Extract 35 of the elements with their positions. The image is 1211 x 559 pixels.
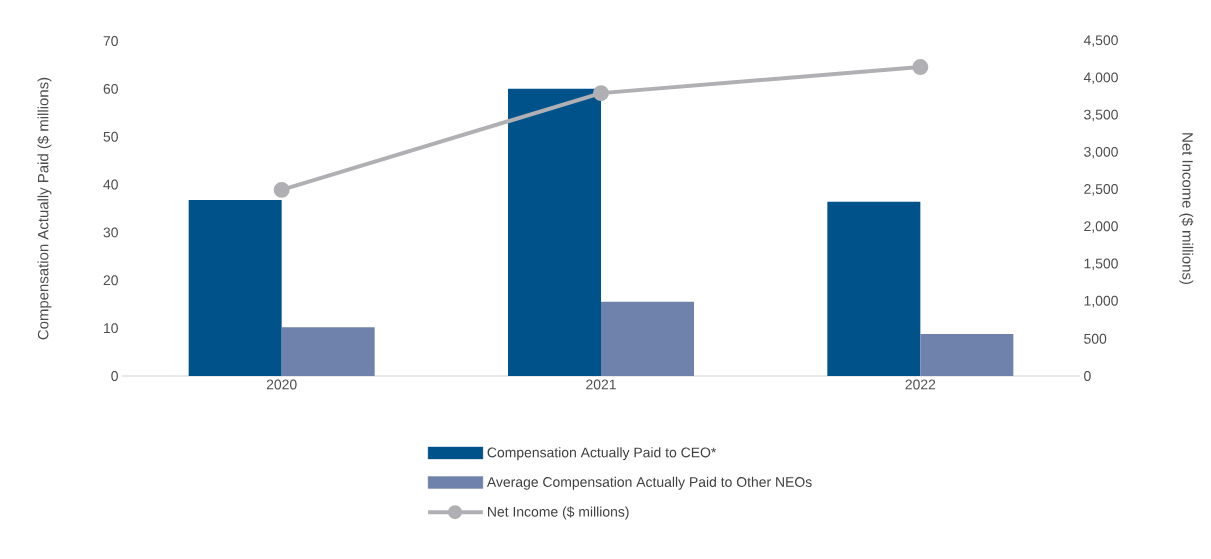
point xyxy=(593,85,609,102)
y-axis-title: Compensation Actually Paid ($ millions) xyxy=(37,77,52,340)
y2-tick-label: 0 xyxy=(1084,371,1091,381)
y2-tick-label: 1,500 xyxy=(1084,258,1118,271)
legend-label: Compensation Actually Paid to CEO* xyxy=(487,447,717,461)
y2-tick-label: 1,000 xyxy=(1084,295,1118,308)
y-tick-label: 70 xyxy=(103,36,118,46)
point xyxy=(273,181,290,198)
legend-label: Average Compensation Actually Paid to Other NEOs xyxy=(486,476,812,490)
y2-tick-label: 4,500 xyxy=(1083,35,1118,47)
point xyxy=(912,59,929,76)
bar xyxy=(508,88,602,376)
x-tick-label: 2020 xyxy=(266,379,297,390)
y-tick-label: 50 xyxy=(103,131,118,142)
bar xyxy=(281,327,375,376)
y-tick-label: 60 xyxy=(103,83,118,94)
x-tick-label: 2021 xyxy=(586,379,616,390)
y2-tick-label: 2,500 xyxy=(1084,184,1118,196)
y2-tick-label: 3,500 xyxy=(1084,109,1118,122)
y2-tick-label: 2,000 xyxy=(1084,221,1118,233)
legend-label: Net Income ($ millions) xyxy=(488,506,629,520)
y2-tick-label: 500 xyxy=(1084,333,1107,344)
y2-tick-label: 4,000 xyxy=(1083,72,1118,84)
x-tick-label: 2022 xyxy=(905,379,936,390)
y-tick-label: 20 xyxy=(103,275,118,286)
bar xyxy=(601,301,695,376)
bar xyxy=(920,333,1014,376)
bar xyxy=(827,201,921,376)
y2-tick-label: 3,000 xyxy=(1084,146,1118,159)
y-tick-label: 30 xyxy=(103,227,118,238)
y-tick-label: 10 xyxy=(104,323,118,334)
y2-axis-title: Net Income ($ millions) xyxy=(1179,133,1194,284)
y-tick-label: 0 xyxy=(111,371,118,381)
y-tick-label: 40 xyxy=(103,179,118,190)
bar xyxy=(188,199,282,376)
